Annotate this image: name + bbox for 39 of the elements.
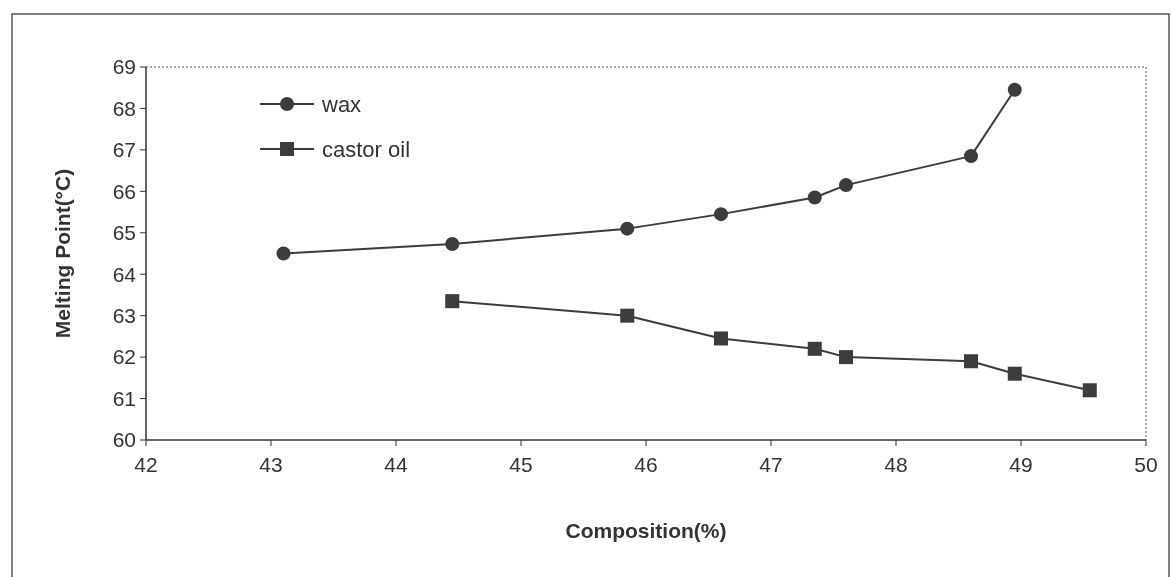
point (964, 354, 978, 369)
x-tick-label: 48 (884, 453, 908, 476)
y-tick-label: 61 (112, 386, 136, 410)
legend-label: castor oil (322, 136, 411, 162)
point (620, 221, 635, 236)
point (839, 350, 853, 365)
y-tick-label: 69 (112, 55, 136, 79)
point (807, 190, 822, 205)
y-tick-label: 67 (112, 138, 136, 162)
point (276, 246, 291, 261)
x-tick-label: 45 (509, 453, 533, 476)
y-tick-label: 63 (112, 304, 136, 328)
x-tick-label: 43 (259, 453, 283, 476)
point (620, 308, 635, 323)
legend-label: wax (321, 91, 362, 117)
y-tick-label: 66 (112, 179, 136, 203)
x-tick-label: 50 (1134, 453, 1158, 476)
x-axis-title: Composition(%) (565, 519, 727, 542)
x-tick-label: 47 (759, 453, 783, 476)
y-tick-label: 62 (112, 345, 136, 369)
point (445, 236, 460, 251)
point (714, 207, 728, 222)
point (1007, 366, 1022, 381)
point (1082, 383, 1097, 398)
point (807, 341, 822, 356)
y-tick-label: 60 (112, 428, 136, 452)
x-tick-label: 44 (384, 453, 408, 476)
x-tick-label: 46 (634, 453, 658, 476)
y-tick-label: 68 (112, 96, 136, 120)
point (839, 178, 853, 193)
x-tick-label: 42 (134, 453, 158, 476)
x-tick-label: 49 (1009, 453, 1033, 476)
y-axis-title: Melting Point(°C) (51, 168, 74, 339)
point (714, 331, 728, 346)
point (964, 149, 978, 164)
point (445, 294, 460, 309)
y-tick-label: 65 (112, 221, 136, 245)
point (1007, 82, 1022, 97)
y-tick-label: 64 (112, 262, 137, 286)
